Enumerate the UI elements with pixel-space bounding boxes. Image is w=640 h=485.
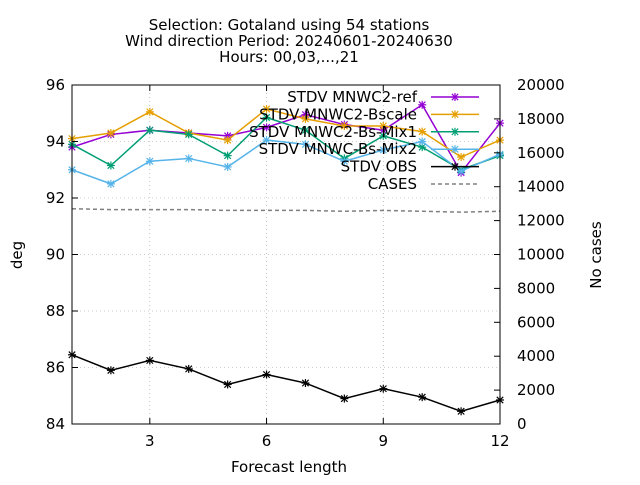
y-tick-label: 94 bbox=[46, 133, 65, 151]
y2-tick-label: 10000 bbox=[517, 246, 565, 264]
data-point bbox=[223, 136, 232, 145]
legend-label: CASES bbox=[368, 175, 417, 193]
data-point bbox=[184, 154, 193, 163]
series-line bbox=[71, 354, 501, 413]
data-point bbox=[301, 114, 310, 123]
chart-title-line: Selection: Gotaland using 54 stations bbox=[149, 16, 430, 34]
y2-tick-label: 8000 bbox=[517, 279, 555, 297]
y2-tick-label: 14000 bbox=[517, 178, 565, 196]
y-tick-label: 92 bbox=[46, 189, 65, 207]
legend-item: STDV MNWC2-ref bbox=[287, 88, 479, 106]
data-point bbox=[418, 127, 427, 136]
data-point bbox=[262, 105, 271, 114]
legend-label: STDV MNWC-Bs-Mix2 bbox=[259, 140, 417, 158]
data-point bbox=[418, 137, 427, 146]
data-point bbox=[340, 157, 349, 166]
axes: 8486889092949602000400060008000100001200… bbox=[46, 76, 565, 450]
legend-label: STDV MNWC2-ref bbox=[287, 88, 417, 106]
x-tick-label: 3 bbox=[145, 432, 155, 450]
data-point bbox=[379, 121, 388, 130]
chart-title-line: Wind direction Period: 20240601-20240630 bbox=[125, 32, 453, 50]
series-cases bbox=[71, 207, 501, 213]
y2-tick-label: 18000 bbox=[517, 110, 565, 128]
y2-tick-label: 6000 bbox=[517, 313, 555, 331]
y-tick-label: 88 bbox=[46, 302, 65, 320]
series-stdv-mnwc-bs-mix2 bbox=[68, 136, 504, 188]
data-point bbox=[145, 356, 154, 365]
x-tick-label: 12 bbox=[490, 432, 509, 450]
legend-label: STDV OBS bbox=[341, 158, 417, 176]
series-line bbox=[71, 116, 501, 171]
series-stdv-obs bbox=[68, 350, 504, 416]
y2-axis-label: No cases bbox=[587, 221, 605, 289]
legend-item: STDV MNWC-Bs-Mix2 bbox=[259, 140, 479, 158]
y2-tick-label: 12000 bbox=[517, 212, 565, 230]
y-axis-label: deg bbox=[8, 241, 26, 269]
data-point bbox=[262, 370, 271, 379]
y-tick-label: 96 bbox=[46, 76, 65, 94]
data-point bbox=[145, 157, 154, 166]
y-tick-label: 90 bbox=[46, 246, 65, 264]
data-point bbox=[301, 140, 310, 149]
data-point bbox=[145, 107, 154, 116]
series-layer bbox=[68, 100, 504, 416]
data-point bbox=[262, 136, 271, 145]
chart-title: Selection: Gotaland using 54 stationsWin… bbox=[125, 16, 453, 66]
legend-item: STDV MNWC2-Bscale bbox=[259, 105, 479, 123]
y2-tick-label: 20000 bbox=[517, 76, 565, 94]
chart-title-line: Hours: 00,03,...,21 bbox=[219, 48, 359, 66]
data-point bbox=[418, 393, 427, 402]
legend-item: STDV MNWC2-Bs-Mix1 bbox=[249, 123, 479, 141]
x-tick-label: 6 bbox=[262, 432, 272, 450]
data-point bbox=[457, 407, 466, 416]
data-point bbox=[301, 126, 310, 135]
legend-label: STDV MNWC2-Bs-Mix1 bbox=[249, 123, 417, 141]
series-line bbox=[71, 139, 501, 185]
x-tick-label: 9 bbox=[378, 432, 388, 450]
y-tick-label: 84 bbox=[46, 415, 65, 433]
legend-item: STDV OBS bbox=[341, 158, 479, 176]
data-point bbox=[106, 179, 115, 188]
data-point bbox=[379, 145, 388, 154]
data-point bbox=[418, 100, 427, 109]
data-point bbox=[184, 130, 193, 139]
data-point bbox=[223, 162, 232, 171]
data-point bbox=[262, 113, 271, 122]
data-point bbox=[340, 121, 349, 130]
data-point bbox=[223, 151, 232, 160]
data-point bbox=[379, 384, 388, 393]
data-point bbox=[106, 129, 115, 138]
data-point bbox=[457, 153, 466, 162]
data-point bbox=[262, 123, 271, 132]
y2-tick-label: 4000 bbox=[517, 347, 555, 365]
data-point bbox=[301, 379, 310, 388]
legend-item: CASES bbox=[368, 175, 479, 193]
data-point bbox=[184, 364, 193, 373]
x-axis-label: Forecast length bbox=[231, 458, 347, 476]
y2-tick-label: 0 bbox=[517, 415, 527, 433]
data-point bbox=[106, 161, 115, 170]
series-line bbox=[71, 207, 501, 213]
data-point bbox=[457, 167, 466, 176]
y-tick-label: 86 bbox=[46, 359, 65, 377]
series-line bbox=[71, 108, 501, 158]
series-line bbox=[71, 103, 501, 174]
data-point bbox=[379, 131, 388, 140]
legend-label: STDV MNWC2-Bscale bbox=[259, 105, 417, 123]
y2-tick-label: 2000 bbox=[517, 381, 555, 399]
data-point bbox=[340, 394, 349, 403]
series-stdv-mnwc2-bscale bbox=[68, 105, 504, 162]
data-point bbox=[223, 380, 232, 389]
data-point bbox=[106, 366, 115, 375]
data-point bbox=[145, 126, 154, 135]
y2-tick-label: 16000 bbox=[517, 144, 565, 162]
